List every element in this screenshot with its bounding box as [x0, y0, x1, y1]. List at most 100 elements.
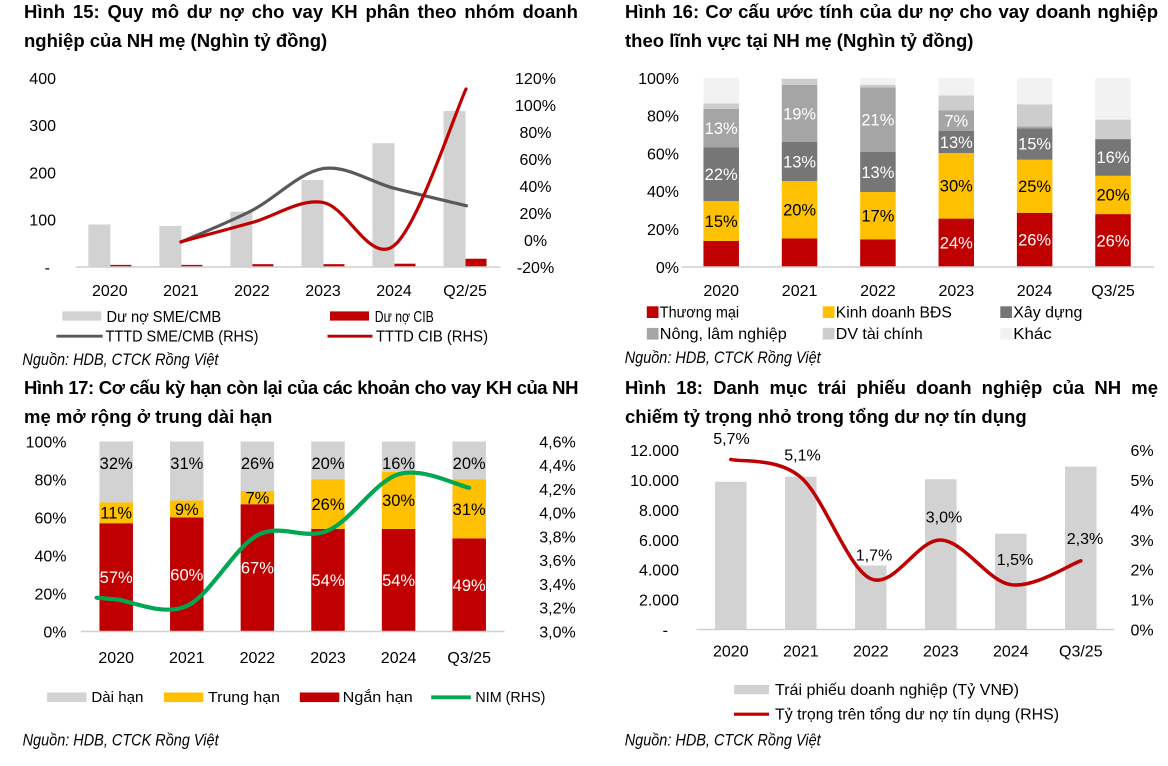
svg-text:3,8%: 3,8% [539, 529, 575, 546]
svg-text:54%: 54% [382, 572, 415, 590]
svg-text:5,1%: 5,1% [784, 447, 820, 464]
svg-text:20%: 20% [311, 455, 344, 473]
svg-text:2021: 2021 [783, 643, 819, 660]
svg-text:3,0%: 3,0% [539, 624, 575, 641]
svg-text:20%: 20% [34, 586, 66, 603]
svg-text:Q3/25: Q3/25 [447, 650, 491, 667]
svg-text:17%: 17% [861, 207, 894, 225]
svg-text:2021: 2021 [782, 283, 818, 300]
svg-text:25%: 25% [1018, 178, 1051, 196]
svg-text:2022: 2022 [853, 643, 889, 660]
svg-text:2020: 2020 [703, 283, 739, 300]
svg-text:Ngắn hạn: Ngắn hạn [343, 689, 413, 706]
svg-text:2023: 2023 [305, 283, 341, 300]
svg-text:2023: 2023 [939, 283, 975, 300]
svg-text:100%: 100% [26, 434, 67, 451]
svg-text:3,4%: 3,4% [539, 577, 575, 594]
svg-text:2022: 2022 [860, 283, 896, 300]
svg-text:9%: 9% [175, 501, 199, 519]
svg-text:1,7%: 1,7% [856, 547, 892, 564]
svg-text:16%: 16% [1096, 149, 1129, 167]
svg-text:13%: 13% [940, 134, 973, 152]
svg-text:Xây dựng: Xây dựng [1013, 304, 1082, 321]
svg-text:2.000: 2.000 [639, 592, 679, 609]
svg-text:100%: 100% [515, 98, 556, 115]
svg-text:100%: 100% [638, 71, 679, 88]
svg-text:TTTD CIB (RHS): TTTD CIB (RHS) [376, 329, 488, 346]
svg-text:Nông, lâm nghiệp: Nông, lâm nghiệp [660, 326, 787, 343]
svg-text:7%: 7% [944, 112, 968, 130]
svg-text:400: 400 [29, 71, 56, 88]
svg-text:20%: 20% [519, 206, 551, 223]
svg-text:2020: 2020 [713, 643, 749, 660]
svg-text:26%: 26% [241, 455, 274, 473]
svg-text:3,6%: 3,6% [539, 553, 575, 570]
svg-text:Q2/25: Q2/25 [443, 283, 487, 300]
svg-text:4,2%: 4,2% [539, 482, 575, 499]
svg-text:Nguồn: HDB, CTCK Rồng Việt: Nguồn: HDB, CTCK Rồng Việt [23, 732, 220, 750]
svg-text:Nguồn: HDB, CTCK Rồng Việt: Nguồn: HDB, CTCK Rồng Việt [625, 349, 822, 367]
svg-text:1%: 1% [1130, 592, 1153, 609]
svg-text:40%: 40% [647, 184, 679, 201]
svg-text:1,5%: 1,5% [997, 552, 1033, 569]
svg-text:13%: 13% [783, 153, 816, 171]
svg-text:20%: 20% [453, 455, 486, 473]
svg-text:2023: 2023 [923, 643, 959, 660]
svg-text:2024: 2024 [993, 643, 1029, 660]
svg-text:80%: 80% [34, 472, 66, 489]
svg-text:10.000: 10.000 [630, 473, 679, 490]
svg-text:4.000: 4.000 [639, 563, 679, 580]
svg-text:30%: 30% [382, 492, 415, 510]
svg-text:Dư nợ CIB: Dư nợ CIB [375, 309, 434, 326]
svg-text:2021: 2021 [169, 650, 205, 667]
svg-text:80%: 80% [519, 125, 551, 142]
svg-text:200: 200 [29, 165, 56, 182]
svg-text:2%: 2% [1130, 563, 1153, 580]
svg-text:DV tài chính: DV tài chính [836, 326, 923, 343]
svg-text:16%: 16% [382, 455, 415, 473]
svg-text:0%: 0% [656, 260, 679, 277]
svg-text:12.000: 12.000 [630, 443, 679, 460]
svg-text:6%: 6% [1130, 443, 1153, 460]
svg-text:Kinh doanh BĐS: Kinh doanh BĐS [836, 304, 952, 321]
svg-text:7%: 7% [245, 489, 269, 507]
svg-text:2022: 2022 [234, 283, 270, 300]
svg-text:Q3/25: Q3/25 [1059, 643, 1103, 660]
svg-text:0%: 0% [524, 233, 547, 250]
svg-text:120%: 120% [515, 71, 556, 88]
svg-text:0%: 0% [1130, 622, 1153, 639]
svg-text:2020: 2020 [98, 650, 134, 667]
svg-text:2,3%: 2,3% [1067, 531, 1103, 548]
svg-text:Nguồn: HDB, CTCK Rồng Việt: Nguồn: HDB, CTCK Rồng Việt [22, 351, 219, 369]
svg-text:Nguồn: HDB, CTCK Rồng Việt: Nguồn: HDB, CTCK Rồng Việt [625, 732, 822, 750]
svg-text:40%: 40% [519, 179, 551, 196]
svg-text:57%: 57% [100, 569, 133, 587]
svg-text:31%: 31% [170, 455, 203, 473]
svg-text:20%: 20% [647, 222, 679, 239]
svg-text:54%: 54% [311, 572, 344, 590]
svg-text:3,0%: 3,0% [926, 509, 962, 526]
svg-text:Trung hạn: Trung hạn [208, 689, 280, 706]
svg-text:60%: 60% [647, 146, 679, 163]
svg-text:Trái phiếu doanh nghiệp (Tỷ VN: Trái phiếu doanh nghiệp (Tỷ VNĐ) [775, 682, 1019, 699]
svg-text:6.000: 6.000 [639, 533, 679, 550]
svg-text:2024: 2024 [1017, 283, 1053, 300]
svg-text:24%: 24% [940, 235, 973, 253]
svg-text:NIM (RHS): NIM (RHS) [475, 689, 545, 706]
svg-text:2023: 2023 [310, 650, 346, 667]
svg-text:26%: 26% [1018, 232, 1051, 250]
svg-text:32%: 32% [100, 455, 133, 473]
svg-text:8.000: 8.000 [639, 503, 679, 520]
svg-text:22%: 22% [705, 166, 738, 184]
svg-text:26%: 26% [311, 496, 344, 514]
svg-text:4,0%: 4,0% [539, 506, 575, 523]
svg-text:30%: 30% [940, 178, 973, 196]
svg-text:2022: 2022 [240, 650, 276, 667]
svg-text:3%: 3% [1130, 533, 1153, 550]
svg-text:31%: 31% [453, 501, 486, 519]
svg-text:Dư nợ SME/CMB: Dư nợ SME/CMB [107, 309, 222, 326]
svg-text:Thương mại: Thương mại [660, 304, 739, 321]
svg-text:15%: 15% [705, 213, 738, 231]
svg-text:2024: 2024 [376, 283, 412, 300]
svg-text:4,4%: 4,4% [539, 458, 575, 475]
